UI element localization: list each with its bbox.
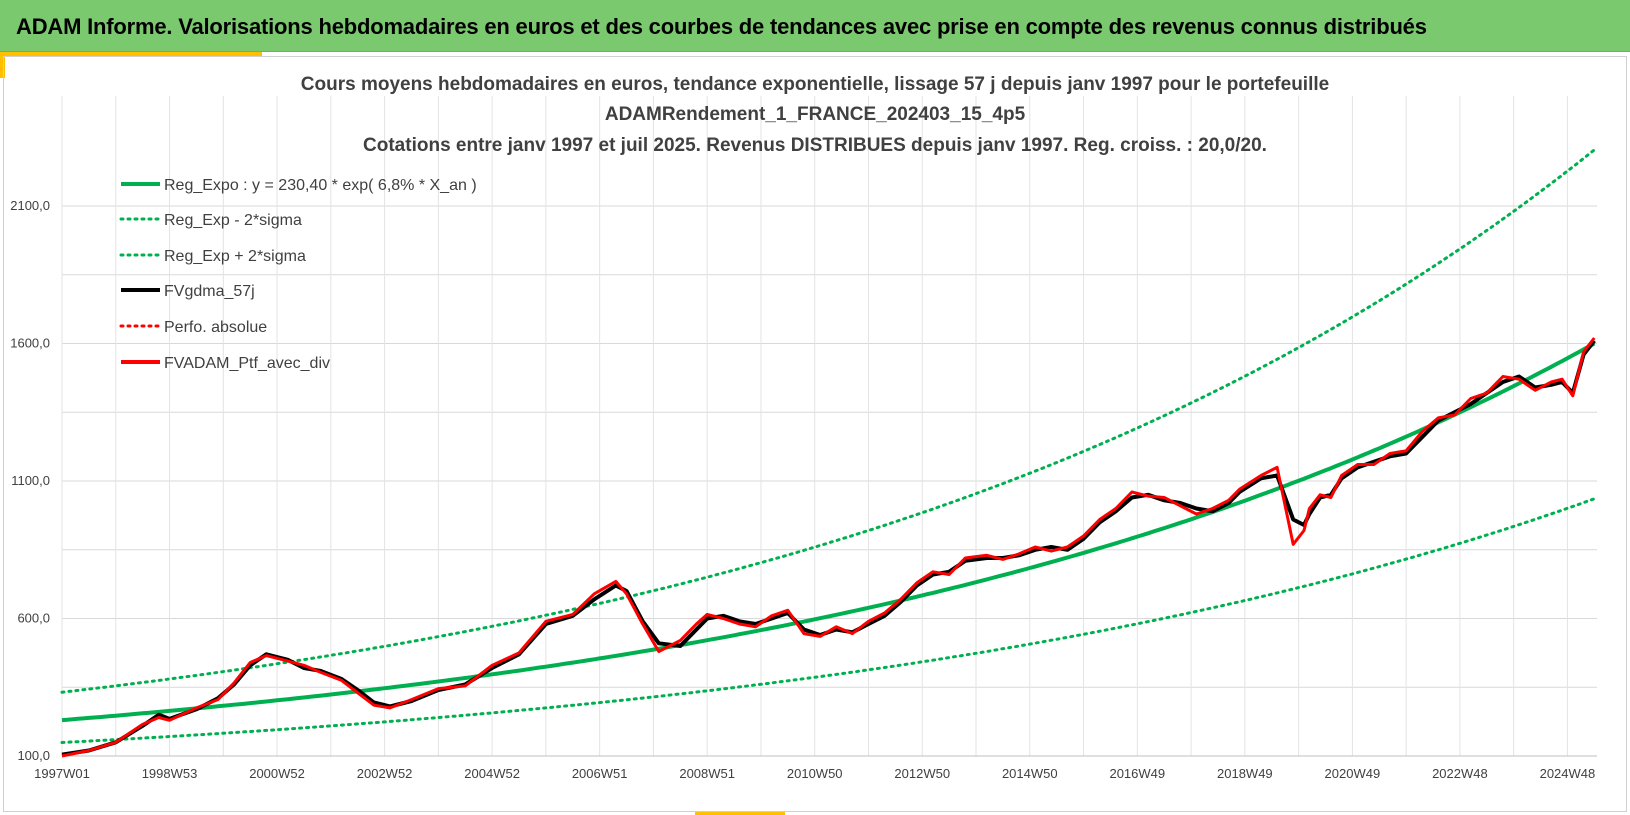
legend-label: FVADAM_Ptf_avec_div (164, 355, 330, 372)
chart-frame (3, 56, 1627, 812)
x-tick-label: 2020W49 (1325, 766, 1381, 781)
x-tick-label: 2018W49 (1217, 766, 1273, 781)
y-tick-label: 1600,0 (10, 336, 50, 351)
chart-title-line: ADAMRendement_1_FRANCE_202403_15_4p5 (605, 104, 1026, 125)
y-tick-label: 600,0 (17, 611, 50, 626)
y-axis: 100,0 600,0 1100,0 1600,0 2100,0 (10, 198, 50, 763)
chart-legend: Reg_Expo : y = 230,40 * exp( 6,8% * X_an… (119, 177, 477, 372)
x-tick-label: 1998W53 (142, 766, 198, 781)
x-tick-label: 2010W50 (787, 766, 843, 781)
legend-label: FVgdma_57j (164, 283, 255, 300)
x-tick-label: 2016W49 (1109, 766, 1165, 781)
y-tick-label: 1100,0 (11, 473, 50, 488)
accent-stripe-left (0, 52, 5, 78)
header-bar: ADAM Informe. Valorisations hebdomadaire… (0, 0, 1630, 52)
legend-label: Reg_Exp - 2*sigma (164, 212, 302, 229)
x-tick-label: 2012W50 (894, 766, 950, 781)
chart-series (60, 148, 1596, 758)
x-tick-label: 2004W52 (464, 766, 520, 781)
x-axis: 1997W01 1998W53 2000W52 2002W52 2004W52 2006W… (34, 766, 1595, 781)
x-tick-label: 2022W48 (1432, 766, 1488, 781)
series-line-2 (60, 148, 1596, 694)
series-line-1 (60, 497, 1596, 744)
accent-stripe-top (0, 52, 262, 57)
chart-title: Cours moyens hebdomadaires en euros, ten… (301, 74, 1329, 156)
x-tick-label: 2002W52 (357, 766, 413, 781)
x-tick-label: 2006W51 (572, 766, 628, 781)
x-tick-label: 2014W50 (1002, 766, 1058, 781)
x-tick-label: 2008W51 (679, 766, 735, 781)
legend-label: Reg_Exp + 2*sigma (164, 248, 306, 265)
x-tick-label: 1997W01 (34, 766, 90, 781)
chart-grid (61, 96, 1597, 757)
series-line-0 (61, 341, 1596, 723)
series-line-3 (61, 339, 1596, 757)
chart-title-line: Cours moyens hebdomadaires en euros, ten… (301, 74, 1329, 95)
chart-title-line: Cotations entre janv 1997 et juil 2025. … (363, 135, 1267, 156)
legend-label: Perfo. absolue (164, 319, 267, 336)
y-tick-label: 2100,0 (10, 198, 50, 213)
y-tick-label: 100,0 (17, 748, 50, 763)
series-line-5 (61, 337, 1596, 758)
page-title: ADAM Informe. Valorisations hebdomadaire… (16, 14, 1427, 39)
x-tick-label: 2024W48 (1540, 766, 1596, 781)
legend-label: Reg_Expo : y = 230,40 * exp( 6,8% * X_an… (164, 177, 477, 194)
accent-stripe-bottom (695, 812, 785, 815)
x-tick-label: 2000W52 (249, 766, 305, 781)
